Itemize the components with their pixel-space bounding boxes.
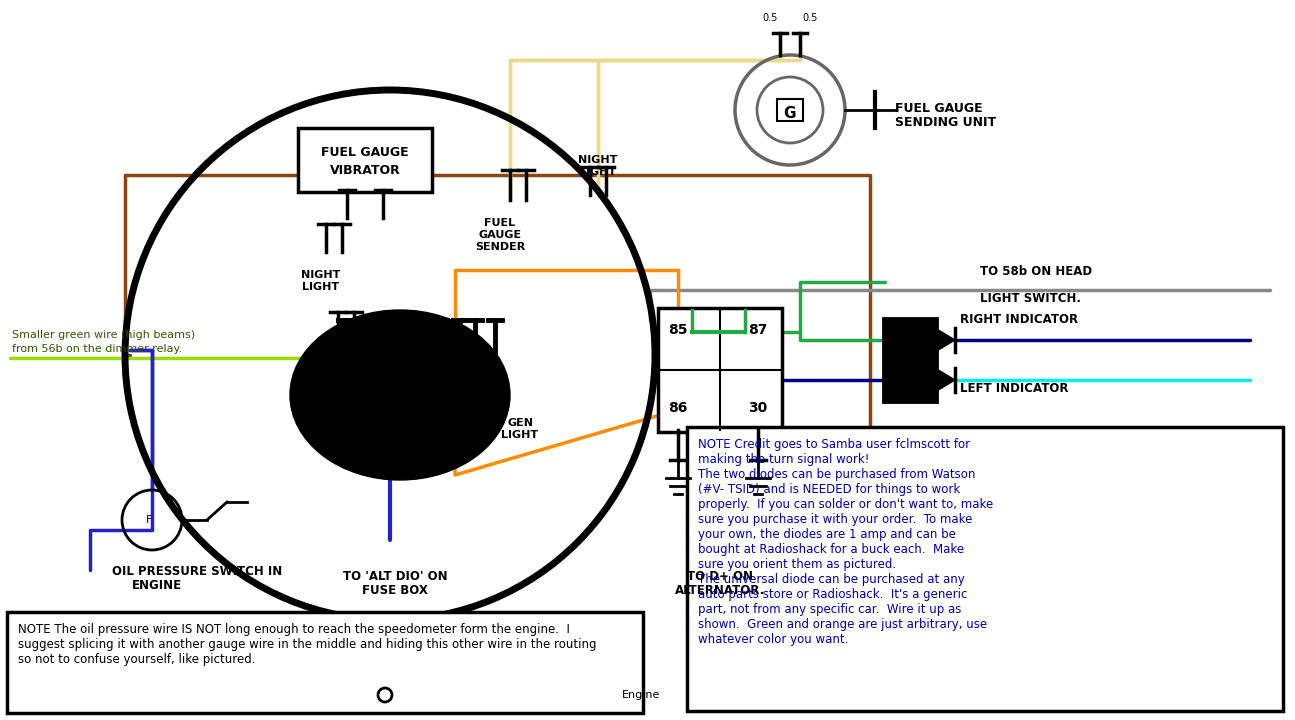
FancyBboxPatch shape: [777, 99, 803, 121]
Text: LIGHT: LIGHT: [303, 282, 339, 292]
Text: 87: 87: [749, 323, 768, 337]
Text: TO 'ALT DIO' ON: TO 'ALT DIO' ON: [343, 570, 447, 583]
Text: Smaller green wire (high beams): Smaller green wire (high beams): [12, 330, 196, 340]
Text: RIGHT INDICATOR: RIGHT INDICATOR: [960, 313, 1079, 326]
Ellipse shape: [290, 310, 510, 480]
Text: FUEL: FUEL: [484, 218, 515, 228]
Text: F: F: [146, 515, 153, 525]
Text: GAUGE: GAUGE: [478, 230, 522, 240]
Text: OIL: OIL: [338, 418, 359, 428]
Text: LIGHT: LIGHT: [501, 430, 539, 440]
Text: GEN: GEN: [508, 418, 534, 428]
FancyBboxPatch shape: [688, 427, 1283, 711]
Text: G: G: [783, 107, 796, 122]
Text: TO 58b ON HEAD: TO 58b ON HEAD: [980, 265, 1092, 278]
Text: NIGHT: NIGHT: [302, 270, 341, 280]
Text: TO D+ ON: TO D+ ON: [688, 570, 752, 583]
Text: OIL PRESSURE SWITCH IN: OIL PRESSURE SWITCH IN: [111, 565, 282, 578]
Text: ALTERNATOR.: ALTERNATOR.: [675, 584, 765, 597]
Text: SENDER: SENDER: [475, 242, 526, 252]
Text: NOTE Credit goes to Samba user fclmscott for
making the turn signal work!
The tw: NOTE Credit goes to Samba user fclmscott…: [698, 438, 993, 646]
Text: LIGHT SWITCH.: LIGHT SWITCH.: [980, 292, 1081, 305]
Text: from 56b on the dimmer relay.: from 56b on the dimmer relay.: [12, 344, 183, 354]
Text: TURN: TURN: [418, 378, 452, 388]
Polygon shape: [935, 328, 954, 352]
Text: 0.5: 0.5: [763, 13, 778, 23]
Text: ENGINE: ENGINE: [132, 579, 183, 592]
Text: LIGHT: LIGHT: [417, 402, 453, 412]
FancyBboxPatch shape: [658, 308, 782, 432]
FancyBboxPatch shape: [883, 318, 938, 402]
Text: NIGHT: NIGHT: [579, 155, 618, 165]
Text: 86: 86: [668, 401, 688, 415]
Text: Engine: Engine: [622, 690, 660, 700]
Text: HIGH: HIGH: [317, 358, 348, 368]
Text: 30: 30: [749, 401, 768, 415]
Text: LIGHT: LIGHT: [579, 167, 616, 177]
Text: 85: 85: [668, 323, 688, 337]
Polygon shape: [935, 368, 954, 392]
Text: VIBRATOR: VIBRATOR: [330, 163, 400, 176]
Text: SENDING UNIT: SENDING UNIT: [895, 116, 996, 129]
Text: LEFT INDICATOR: LEFT INDICATOR: [960, 382, 1068, 395]
Text: LIGHT: LIGHT: [315, 382, 351, 392]
Text: FUEL GAUGE: FUEL GAUGE: [895, 102, 983, 115]
Text: BEAM: BEAM: [315, 370, 351, 380]
Text: SIGNAL: SIGNAL: [412, 390, 458, 400]
Text: FUEL GAUGE: FUEL GAUGE: [321, 145, 409, 158]
Text: FUSE BOX: FUSE BOX: [363, 584, 427, 597]
Text: 0.5: 0.5: [803, 13, 817, 23]
FancyBboxPatch shape: [298, 128, 433, 192]
FancyBboxPatch shape: [6, 612, 644, 713]
Text: LIGHT: LIGHT: [329, 430, 366, 440]
Text: NOTE The oil pressure wire IS NOT long enough to reach the speedometer form the : NOTE The oil pressure wire IS NOT long e…: [18, 623, 597, 666]
